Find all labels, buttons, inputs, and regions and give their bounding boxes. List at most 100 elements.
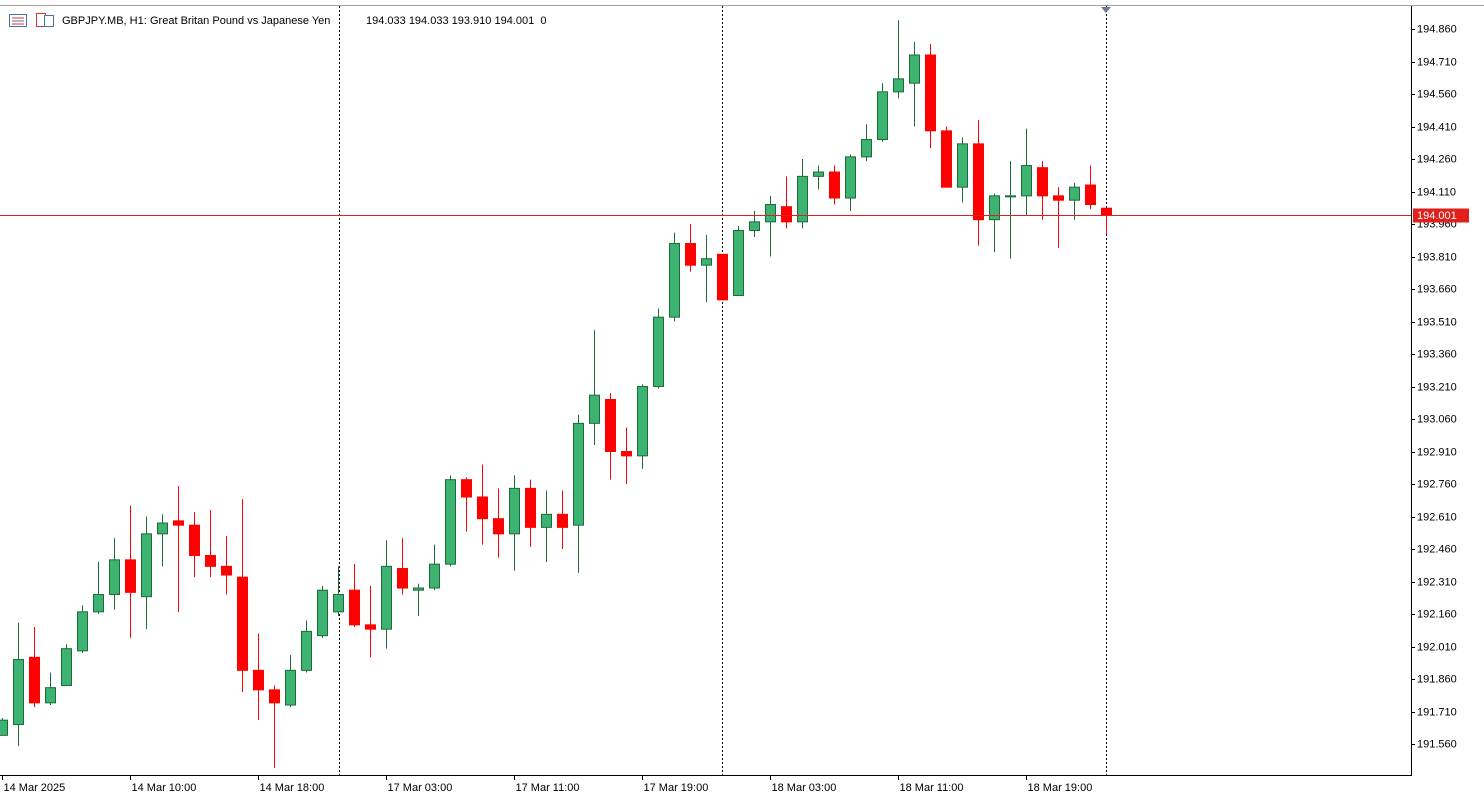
candle-body [1085, 184, 1096, 206]
candle-body [125, 559, 136, 593]
symbol-title: GBPJPY.MB, H1: [62, 15, 147, 27]
y-tick-label: 193.510 [1417, 316, 1457, 328]
candle-body [685, 243, 696, 266]
candle-body [813, 171, 824, 177]
y-tick-label: 192.010 [1417, 641, 1457, 653]
x-tick-label: 17 Mar 19:00 [644, 782, 709, 794]
candle-body [13, 659, 24, 726]
candle-body [717, 253, 728, 301]
y-tick-label: 193.810 [1417, 251, 1457, 263]
candle-body [637, 386, 648, 457]
bid-label: 194.001 [1417, 210, 1457, 222]
candle-body [941, 130, 952, 188]
candle-body [381, 565, 392, 630]
candle-body [861, 139, 872, 158]
candle-body [1005, 195, 1016, 198]
x-tick-label: 18 Mar 03:00 [772, 782, 837, 794]
y-tick-label: 191.860 [1417, 673, 1457, 685]
candle-body [109, 559, 120, 596]
candle-body [845, 156, 856, 199]
candle-body [0, 719, 8, 736]
candle-body [285, 669, 296, 706]
candle-body [973, 143, 984, 221]
y-tick-label: 192.460 [1417, 543, 1457, 555]
candle-body [253, 669, 264, 691]
candle-body [669, 243, 680, 318]
y-tick-label: 194.560 [1417, 88, 1457, 100]
candle-body [1101, 207, 1112, 216]
x-tick-label: 14 Mar 18:00 [260, 782, 325, 794]
candle-body [493, 518, 504, 535]
y-tick-label: 193.210 [1417, 381, 1457, 393]
candle-body [781, 206, 792, 223]
y-tick-label: 194.110 [1417, 186, 1456, 198]
candle-body [1069, 186, 1080, 201]
candle-body [1021, 165, 1032, 197]
shift-marker[interactable] [1101, 7, 1111, 13]
candle-body [365, 624, 376, 630]
candle-body [653, 316, 664, 388]
y-tick-label: 194.860 [1417, 23, 1457, 35]
candle-body [205, 555, 216, 567]
candle-body [93, 594, 104, 613]
candle-body [909, 54, 920, 84]
candle-body [301, 630, 312, 671]
x-tick-label: 14 Mar 10:00 [132, 782, 197, 794]
candle-body [957, 143, 968, 188]
candle-body [477, 496, 488, 520]
y-tick-label: 194.710 [1417, 56, 1457, 68]
x-tick-label: 17 Mar 03:00 [388, 782, 453, 794]
y-tick-label: 194.410 [1417, 121, 1457, 133]
candle-body [541, 513, 552, 528]
candle-body [621, 451, 632, 457]
y-tick-label: 193.360 [1417, 348, 1457, 360]
candle-body [445, 479, 456, 565]
y-tick-label: 193.660 [1417, 283, 1457, 295]
candle-body [189, 524, 200, 557]
candle-body [173, 520, 184, 526]
y-tick-label: 192.310 [1417, 576, 1457, 588]
candle-body [333, 594, 344, 613]
candle-body [605, 399, 616, 453]
candle-body [221, 565, 232, 576]
quote: 194.033 194.033 193.910 194.001 0 [366, 15, 546, 27]
candle-body [797, 175, 808, 223]
candle-body [557, 513, 568, 528]
y-tick-label: 194.260 [1417, 153, 1457, 165]
candle-body [61, 648, 72, 687]
candle-body [829, 171, 840, 199]
y-tick-label: 192.760 [1417, 478, 1457, 490]
y-tick-label: 192.610 [1417, 511, 1457, 523]
header-icons [9, 13, 54, 27]
candle-body [45, 687, 56, 704]
candle-body [317, 589, 328, 637]
y-tick-label: 191.560 [1417, 738, 1457, 750]
candle-body [1053, 195, 1064, 201]
candle-body [989, 195, 1000, 221]
candle-body [733, 230, 744, 297]
candle-body [349, 589, 360, 626]
candle-body [589, 394, 600, 424]
candle-body [237, 576, 248, 671]
candle-body [877, 91, 888, 141]
candle-body [397, 568, 408, 589]
y-tick-label: 193.060 [1417, 413, 1457, 425]
x-tick-label: 14 Mar 2025 [4, 782, 66, 794]
x-tick-label: 17 Mar 11:00 [516, 782, 580, 794]
chart-icon[interactable] [44, 15, 54, 27]
candle-body [573, 422, 584, 526]
x-tick-label: 18 Mar 19:00 [1028, 782, 1093, 794]
candle-body [29, 656, 40, 704]
candle-body [1037, 167, 1048, 197]
symbol-description: Great Britan Pound vs Japanese Yen [150, 15, 330, 27]
candle-body [77, 611, 88, 652]
candle-body [925, 54, 936, 132]
candle-body [413, 587, 424, 591]
candle-body [525, 487, 536, 528]
candle-body [461, 479, 472, 498]
x-tick-label: 18 Mar 11:00 [900, 782, 964, 794]
candle-body [509, 487, 520, 535]
